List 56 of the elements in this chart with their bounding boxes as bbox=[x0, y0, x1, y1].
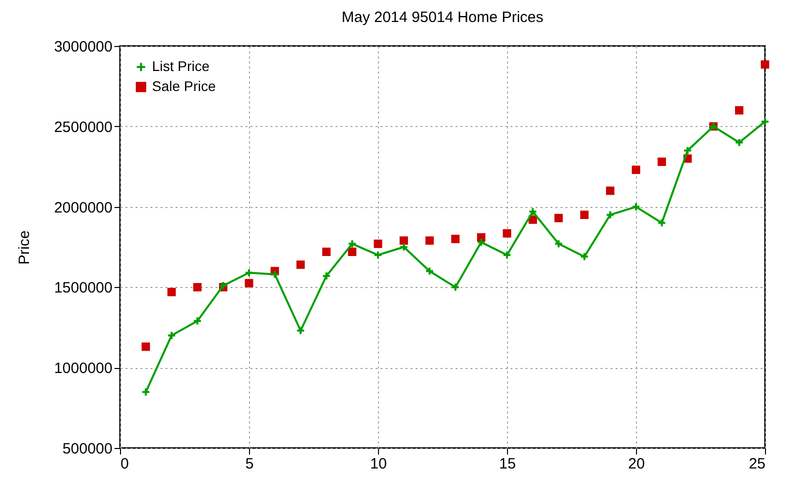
point bbox=[244, 278, 254, 288]
point bbox=[425, 266, 434, 276]
point bbox=[658, 158, 666, 166]
point bbox=[270, 270, 280, 279]
point bbox=[606, 210, 615, 220]
point bbox=[580, 210, 589, 220]
point bbox=[528, 207, 538, 216]
x-tick-label: 20 bbox=[628, 456, 645, 472]
point bbox=[399, 242, 408, 252]
point bbox=[296, 260, 305, 269]
y-tick-label: 1000000 bbox=[54, 360, 112, 378]
point bbox=[244, 268, 254, 278]
point bbox=[322, 248, 331, 256]
y-tick-label: 500000 bbox=[62, 440, 112, 458]
legend-label: List Price bbox=[152, 58, 210, 74]
point bbox=[374, 240, 382, 248]
point bbox=[734, 138, 744, 148]
y-tick-label: 2500000 bbox=[54, 118, 112, 136]
point bbox=[554, 239, 564, 248]
point bbox=[502, 250, 512, 260]
point bbox=[400, 236, 408, 245]
y-tick-label: 1500000 bbox=[54, 280, 112, 297]
point bbox=[502, 229, 512, 238]
y-axis-title: Price bbox=[16, 230, 34, 265]
point bbox=[554, 214, 563, 222]
x-tick-label: 15 bbox=[499, 456, 516, 472]
point bbox=[580, 252, 589, 262]
point bbox=[451, 234, 460, 244]
point bbox=[373, 250, 383, 260]
point bbox=[167, 330, 176, 340]
point bbox=[632, 166, 640, 174]
point bbox=[192, 316, 202, 326]
point bbox=[142, 342, 150, 351]
legend-label: Sale Price bbox=[152, 78, 216, 94]
point bbox=[631, 202, 641, 212]
x-tick-label: 0 bbox=[120, 456, 129, 472]
y-tick-label: 2000000 bbox=[54, 199, 112, 216]
point bbox=[193, 283, 202, 292]
point bbox=[735, 106, 744, 115]
point bbox=[322, 271, 331, 280]
point bbox=[167, 288, 176, 296]
point bbox=[476, 238, 486, 247]
point bbox=[425, 236, 434, 245]
y-tick-label: 3000000 bbox=[54, 38, 112, 56]
point bbox=[450, 282, 460, 292]
x-tick-label: 5 bbox=[245, 456, 254, 472]
x-tick-label: 10 bbox=[370, 456, 387, 472]
point bbox=[657, 218, 666, 228]
point bbox=[348, 248, 356, 256]
point bbox=[296, 326, 306, 336]
point bbox=[606, 186, 614, 195]
point bbox=[683, 146, 692, 156]
chart-title: May 2014 95014 Home Prices bbox=[342, 9, 544, 26]
point bbox=[760, 60, 770, 69]
x-tick-label: 25 bbox=[748, 456, 766, 472]
point bbox=[348, 239, 357, 248]
